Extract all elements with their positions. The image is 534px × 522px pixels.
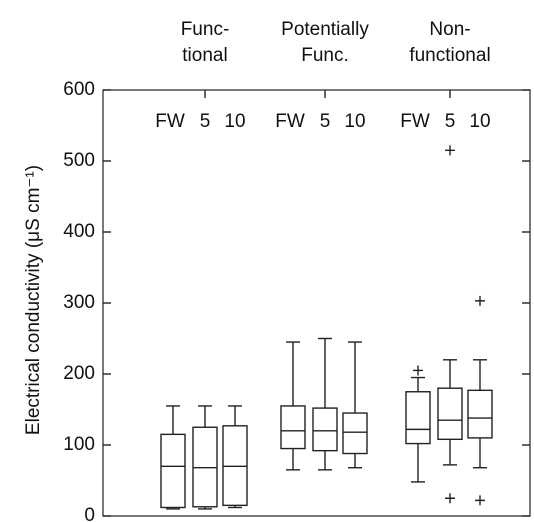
y-tick-label: 0 (84, 505, 95, 522)
box (405, 391, 431, 445)
box (160, 433, 186, 509)
outlier (445, 145, 455, 156)
group-label: tional (182, 45, 227, 66)
y-tick-label: 300 (63, 292, 95, 313)
box (467, 389, 493, 439)
group-label: Func- (181, 19, 230, 40)
series-label: 10 (469, 111, 490, 132)
box (437, 387, 463, 441)
outlier (475, 495, 485, 506)
outlier (475, 295, 485, 306)
outlier (445, 493, 455, 504)
group-label: Non- (429, 19, 470, 40)
group-label: functional (409, 45, 490, 66)
series-label: FW (275, 111, 305, 132)
box (312, 407, 338, 452)
series-label: 10 (344, 111, 365, 132)
series-label: 5 (445, 111, 456, 132)
series-label: 5 (320, 111, 331, 132)
box (342, 412, 368, 455)
box (280, 405, 306, 450)
y-axis-label: Electrical conductivity (μS cm⁻¹) (23, 165, 44, 435)
series-label: FW (155, 111, 185, 132)
y-tick-label: 100 (63, 434, 95, 455)
series-label: 10 (224, 111, 245, 132)
y-tick-label: 500 (63, 150, 95, 171)
group-label: Func. (301, 45, 349, 66)
box (222, 425, 248, 507)
series-label: 5 (200, 111, 211, 132)
series-label: FW (400, 111, 430, 132)
outlier (413, 365, 423, 376)
group-label: Potentially (281, 19, 369, 40)
y-tick-label: 400 (63, 221, 95, 242)
y-tick-label: 200 (63, 363, 95, 384)
box (192, 426, 218, 508)
y-tick-label: 600 (63, 79, 95, 100)
